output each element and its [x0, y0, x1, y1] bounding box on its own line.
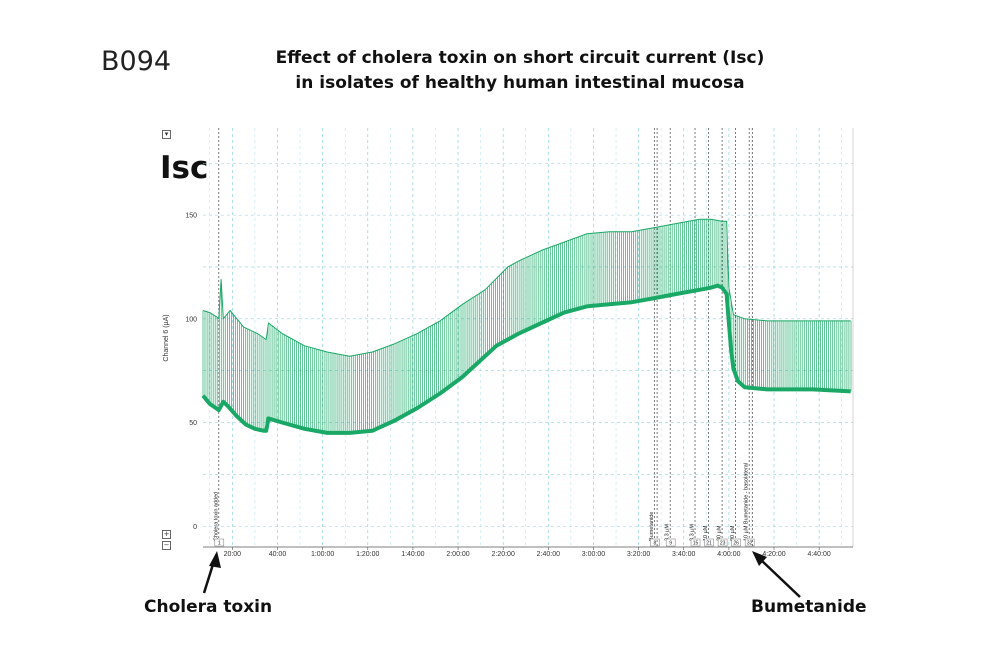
event-marker-number: 23: [720, 541, 726, 547]
x-tick-label: 4:00:00: [717, 551, 740, 558]
figure-title: Effect of cholera toxin on short circuit…: [200, 46, 840, 96]
event-marker-number: 21: [706, 541, 712, 547]
event-marker-label: 30 µM: [717, 525, 723, 541]
x-tick-label: 2:40:00: [537, 551, 560, 558]
collapse-toggle-icon[interactable]: ▾: [162, 130, 171, 139]
figure-code: B094: [101, 46, 172, 77]
event-marker-label: 10 µM: [703, 525, 709, 541]
title-line-2: in isolates of healthy human intestinal …: [295, 73, 745, 93]
event-marker-box[interactable]: [704, 538, 714, 547]
pulse-fill: [202, 219, 852, 433]
x-tick-label: 4:20:00: [762, 551, 785, 558]
series-line-baseline: [201, 283, 851, 435]
event-marker-box[interactable]: [717, 538, 728, 547]
cholera-toxin-annotation: Cholera toxin: [144, 597, 273, 617]
event-marker-box[interactable]: [650, 538, 660, 547]
event-marker-label: Cholera toxin added: [213, 492, 219, 541]
event-marker-box[interactable]: [731, 538, 741, 547]
panel-label: Isc: [160, 150, 209, 186]
pulse-spikes: [202, 219, 852, 433]
y-axis-label: Channel 6 (µA): [163, 314, 170, 361]
x-tick-label: 40:00: [269, 551, 287, 558]
event-marker-box[interactable]: [214, 538, 225, 547]
x-tick-label: 1:20:00: [356, 551, 379, 558]
y-tick-label: 50: [189, 420, 197, 427]
event-marker-label: 90 µM: [730, 525, 736, 541]
x-tick-label: 3:00:00: [582, 551, 605, 558]
event-marker-number: 15: [693, 541, 699, 547]
y-tick-label: 0: [193, 524, 197, 531]
x-tick-label: 1:00:00: [311, 551, 334, 558]
event-marker-label: Bumetanide: [649, 512, 655, 541]
annotation-arrow-left: [202, 551, 221, 594]
event-marker-number: 8: [653, 541, 656, 547]
y-tick-label: 150: [185, 213, 197, 220]
x-tick-label: 3:40:00: [672, 551, 695, 558]
annotation-arrow-right: [752, 551, 801, 598]
zoom-in-button[interactable]: +: [162, 530, 171, 539]
bumetanide-annotation: Bumetanide: [751, 597, 867, 617]
y-tick-label: 100: [185, 316, 197, 323]
event-marker-box[interactable]: [690, 538, 701, 547]
zoom-out-button[interactable]: −: [162, 541, 171, 550]
event-marker-number: 26: [733, 541, 739, 547]
title-line-1: Effect of cholera toxin on short circuit…: [275, 48, 765, 68]
x-tick-label: 3:20:00: [627, 551, 650, 558]
event-marker-number: 9: [669, 541, 672, 547]
series: [201, 218, 851, 435]
event-marker-box[interactable]: [665, 538, 676, 547]
event-marker-number: 32: [747, 541, 753, 547]
series-line-peak: [202, 218, 851, 357]
x-tick-label: 20:00: [224, 551, 242, 558]
x-tick-label: 2:20:00: [491, 551, 514, 558]
event-marker-box[interactable]: [744, 538, 755, 547]
event-marker-label: 10 µM Bumetanide - basolateral: [744, 463, 750, 541]
x-tick-label: 4:40:00: [807, 551, 830, 558]
tick-labels: 20:00 40:00 1:00:00 1:20:00 1:40:00 2:00:00 2:…: [185, 213, 831, 558]
x-tick-label: 1:40:00: [401, 551, 424, 558]
x-tick-label: 2:00:00: [446, 551, 469, 558]
event-marker-label: 3.3 µM: [665, 524, 671, 541]
event-marker-number: 1: [218, 541, 221, 547]
event-marker-label: 3.3 µM: [690, 524, 696, 541]
